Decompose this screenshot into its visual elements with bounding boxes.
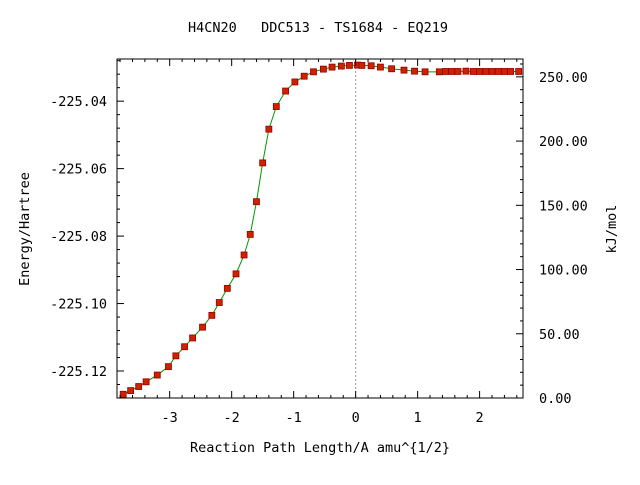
x-tick-label: -3 xyxy=(162,410,178,426)
x-ticks-layer: -3 -2 -1 0 1 2 xyxy=(119,59,518,426)
data-point xyxy=(442,68,449,75)
data-point xyxy=(208,311,216,319)
data-point xyxy=(377,63,384,71)
data-point xyxy=(310,68,317,76)
y-tick-label: -225.10 xyxy=(50,297,107,313)
y2-tick-label: 100.00 xyxy=(539,263,588,279)
y-axis-label: Energy/Hartree xyxy=(17,172,33,286)
y-tick-label: -225.12 xyxy=(50,364,107,380)
y2-tick-label: 0.00 xyxy=(539,391,572,407)
data-point xyxy=(482,68,490,75)
data-point xyxy=(337,62,345,70)
y2-tick-label: 150.00 xyxy=(539,198,588,214)
y-tick-label: -225.04 xyxy=(50,94,107,110)
data-point xyxy=(240,251,248,259)
data-point xyxy=(494,68,502,75)
data-point xyxy=(232,270,240,278)
x-tick-label: 0 xyxy=(352,410,360,426)
data-point xyxy=(119,390,127,398)
data-point xyxy=(291,78,299,86)
data-point xyxy=(199,323,206,331)
plot-frame xyxy=(116,58,524,399)
data-point xyxy=(501,68,508,75)
data-point xyxy=(400,66,408,74)
data-point xyxy=(165,363,172,371)
data-point xyxy=(488,68,496,75)
data-point xyxy=(153,371,161,379)
marker-layer xyxy=(119,61,523,398)
y-tick-label: -225.08 xyxy=(50,229,107,245)
y2-tick-label: 50.00 xyxy=(539,327,580,343)
data-point xyxy=(515,68,523,75)
data-point xyxy=(265,125,273,133)
data-point xyxy=(346,62,353,69)
y2-ticks-layer: 0.00 50.00 100.00 150.00 200.00 250.00 xyxy=(516,63,588,407)
data-point xyxy=(135,383,143,390)
data-point xyxy=(411,67,418,75)
data-point xyxy=(507,68,515,75)
x-axis-label: Reaction Path Length/A amu^{1/2} xyxy=(190,440,450,456)
data-point xyxy=(328,63,336,71)
data-point xyxy=(320,65,327,73)
axes-layer xyxy=(116,58,524,399)
y-tick-label: -225.06 xyxy=(50,162,107,178)
data-point xyxy=(421,68,429,76)
data-point xyxy=(454,68,462,75)
y2-tick-label: 250.00 xyxy=(539,70,588,86)
data-point xyxy=(172,352,180,360)
data-point xyxy=(462,67,470,75)
chart-title: H4CN20 DDC513 - TS1684 - EQ219 xyxy=(188,20,448,36)
data-point xyxy=(476,68,484,75)
data-point xyxy=(448,68,456,75)
data-point xyxy=(181,343,188,351)
data-point xyxy=(367,62,375,70)
data-point xyxy=(282,87,289,95)
data-point xyxy=(127,387,135,394)
data-point xyxy=(246,231,254,238)
data-point xyxy=(358,62,366,69)
data-point xyxy=(253,198,260,206)
data-point xyxy=(470,68,477,75)
y2-tick-label: 200.00 xyxy=(539,134,588,150)
data-point xyxy=(142,378,150,386)
x-tick-label: 2 xyxy=(476,410,484,426)
data-point xyxy=(272,103,280,110)
data-point xyxy=(388,65,395,73)
x-tick-label: -2 xyxy=(224,410,240,426)
data-point xyxy=(223,284,231,292)
data-point xyxy=(300,72,308,80)
data-point xyxy=(259,159,267,167)
data-point xyxy=(215,299,223,306)
x-tick-label: 1 xyxy=(414,410,422,426)
x-tick-label: -1 xyxy=(286,410,302,426)
y2-axis-label: kJ/mol xyxy=(604,205,620,254)
data-point xyxy=(189,334,197,342)
data-point xyxy=(435,68,443,76)
y-ticks-layer: -225.04 -225.06 -225.08 -225.10 -225.12 xyxy=(50,60,124,399)
